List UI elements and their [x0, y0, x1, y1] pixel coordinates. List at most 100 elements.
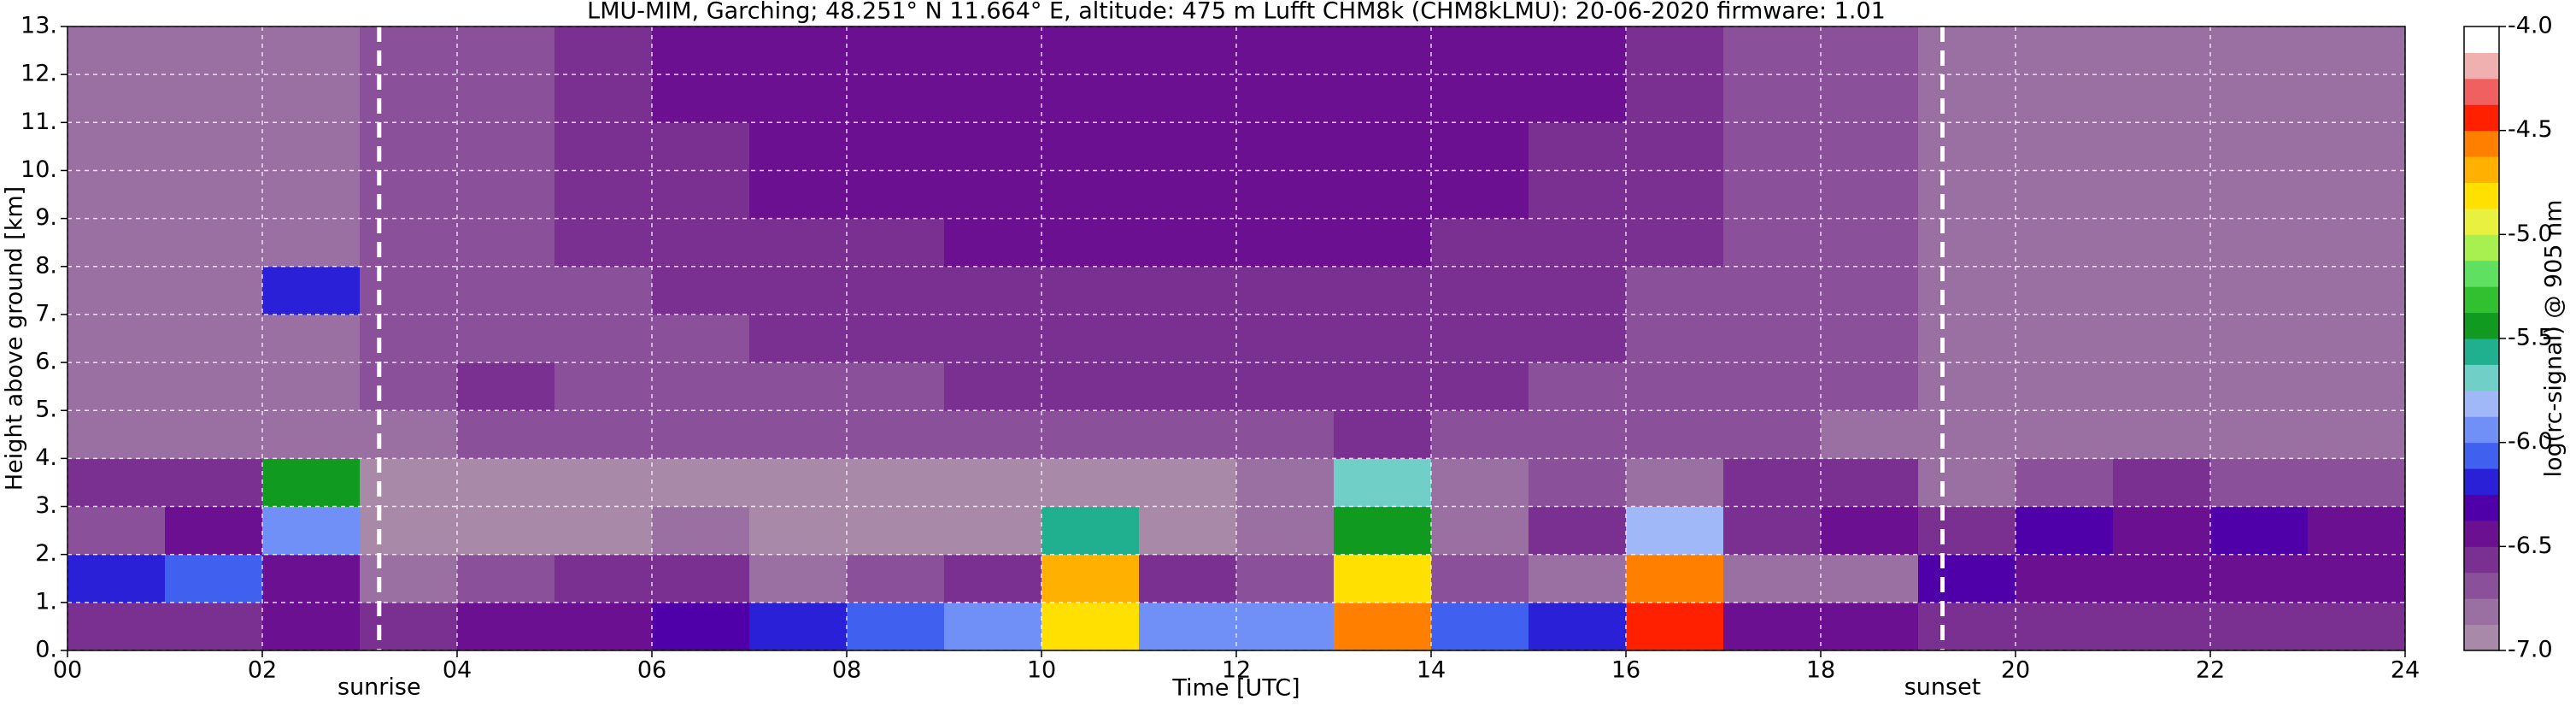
heatmap-cell [1431, 266, 1529, 315]
colorbar-swatch [2464, 286, 2499, 314]
heatmap-cell [2308, 458, 2406, 508]
heatmap-cell [2113, 74, 2211, 123]
heatmap-cell [2210, 506, 2309, 556]
heatmap-cell [1821, 362, 1919, 411]
heatmap-cell [360, 410, 458, 459]
x-tick-label: 02 [248, 657, 277, 684]
heatmap-cell [652, 410, 750, 459]
heatmap-cell [749, 362, 848, 411]
heatmap-cell [749, 218, 848, 268]
heatmap-cell [847, 602, 945, 651]
heatmap-cell [1529, 218, 1627, 268]
heatmap-cell [2113, 218, 2211, 268]
annotation-label: sunrise [337, 674, 421, 701]
heatmap-cell [262, 266, 361, 315]
heatmap-cell [555, 218, 653, 268]
colorbar-swatch [2464, 494, 2499, 521]
heatmap-cell [847, 218, 945, 268]
heatmap-cell [1139, 74, 1237, 123]
heatmap-cell [2016, 122, 2114, 171]
heatmap-cell [749, 170, 848, 220]
heatmap-cell [1821, 122, 1919, 171]
heatmap-cell [749, 26, 848, 75]
heatmap-cell [1918, 74, 2016, 123]
heatmap-cell [1139, 458, 1237, 508]
heatmap-cell [749, 314, 848, 363]
heatmap-cell [1821, 74, 1919, 123]
heatmap-cell [165, 170, 263, 220]
x-tick-label: 06 [637, 657, 666, 684]
heatmap-cell [652, 26, 750, 75]
heatmap-cell [555, 362, 653, 411]
heatmap-cell [262, 362, 361, 411]
colorbar-swatch [2464, 260, 2499, 287]
heatmap-cell [944, 362, 1042, 411]
heatmap-cell [1723, 362, 1822, 411]
heatmap-cell [847, 458, 945, 508]
heatmap-cell [1042, 410, 1140, 459]
heatmap-cell [1626, 554, 1724, 603]
heatmap-cell [1334, 314, 1432, 363]
heatmap-cell [1431, 410, 1529, 459]
y-tick-label: 13. [21, 13, 57, 39]
heatmap-cell [1139, 554, 1237, 603]
heatmap-cell [1723, 266, 1822, 315]
heatmap-cell [1918, 218, 2016, 268]
heatmap-cell [457, 314, 555, 363]
heatmap-cell [847, 26, 945, 75]
heatmap-cell [1042, 122, 1140, 171]
colorbar-swatch [2464, 52, 2499, 79]
heatmap-cell [1723, 314, 1822, 363]
heatmap-cell [944, 170, 1042, 220]
heatmap-cell [457, 362, 555, 411]
heatmap-cell [847, 506, 945, 556]
heatmap-cell [2210, 554, 2309, 603]
heatmap-cell [262, 122, 361, 171]
heatmap-cell [1236, 458, 1335, 508]
heatmap-cell [2113, 458, 2211, 508]
heatmap-cell [67, 74, 166, 123]
heatmap-cell [67, 26, 166, 75]
heatmap-cell [1236, 26, 1335, 75]
heatmap-cell [944, 122, 1042, 171]
heatmap-cell [652, 218, 750, 268]
heatmap-cell [2016, 362, 2114, 411]
heatmap-cell [944, 602, 1042, 651]
heatmap-cell [555, 602, 653, 651]
heatmap-cell [1723, 170, 1822, 220]
heatmap-cell [1723, 458, 1822, 508]
heatmap-cell [360, 266, 458, 315]
heatmap-cell [1431, 554, 1529, 603]
heatmap-cell [1918, 554, 2016, 603]
heatmap-cell [1236, 74, 1335, 123]
y-tick-label: 11. [21, 109, 57, 135]
heatmap-cell [2210, 314, 2309, 363]
x-tick-label: 20 [2001, 657, 2030, 684]
heatmap-cell [457, 410, 555, 459]
heatmap-cell [360, 554, 458, 603]
heatmap-cell [1821, 218, 1919, 268]
heatmap-cell [652, 266, 750, 315]
heatmap-cell [847, 410, 945, 459]
heatmap-cell [1139, 266, 1237, 315]
colorbar-tick-label: -4.0 [2508, 13, 2553, 39]
heatmap-cell [1626, 266, 1724, 315]
x-tick-label: 10 [1027, 657, 1056, 684]
y-tick-label: 4. [35, 444, 57, 471]
heatmap-cell [262, 410, 361, 459]
heatmap-cell [2308, 410, 2406, 459]
heatmap-cell [555, 458, 653, 508]
heatmap-cell [67, 506, 166, 556]
heatmap-cell [1723, 218, 1822, 268]
chart-title: LMU-MIM, Garching; 48.251° N 11.664° E, … [587, 0, 1886, 25]
heatmap-cell [847, 74, 945, 123]
heatmap-cell [1334, 554, 1432, 603]
heatmap-cell [1431, 122, 1529, 171]
heatmap-cell [2016, 458, 2114, 508]
colorbar-tick-label: -7.0 [2508, 637, 2553, 663]
heatmap-cell [1236, 218, 1335, 268]
heatmap-cell [1236, 266, 1335, 315]
heatmap-cell [847, 266, 945, 315]
colorbar-tick-label: -6.5 [2508, 532, 2553, 559]
heatmap-cell [67, 554, 166, 603]
